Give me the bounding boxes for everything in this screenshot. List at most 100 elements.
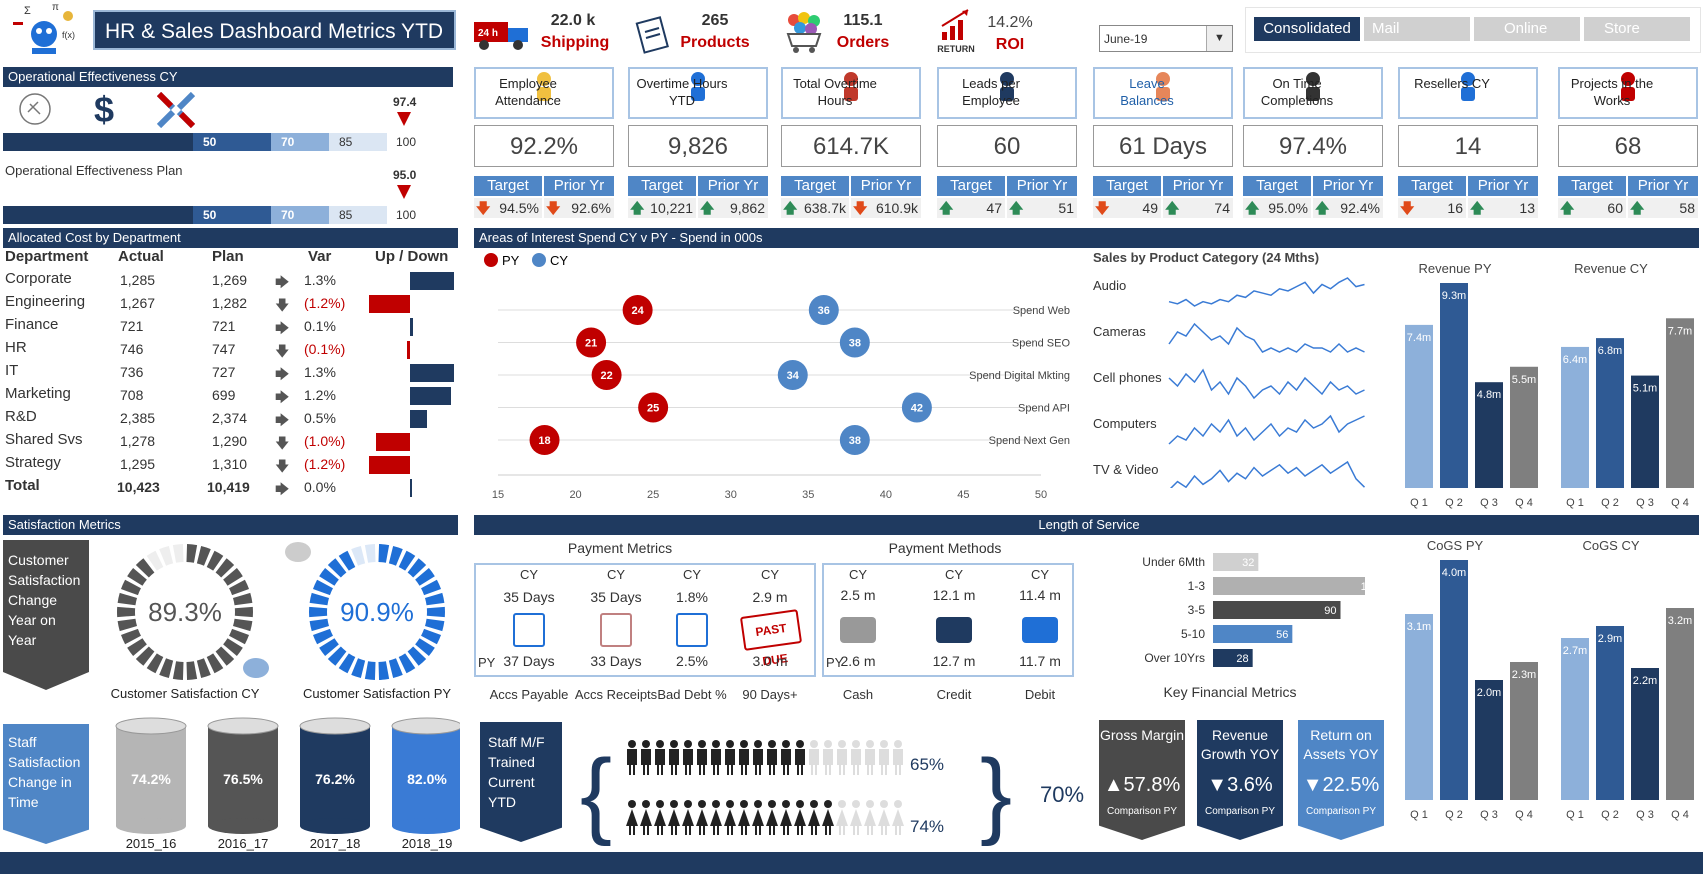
sales-sparkline xyxy=(1169,278,1365,306)
arrow-down-icon: 🡇 xyxy=(476,198,490,218)
person-leg xyxy=(731,825,733,835)
cylinder-year: 2016_17 xyxy=(218,836,269,851)
chevron-down-icon[interactable]: ▼ xyxy=(1206,26,1232,51)
alloc-dept: Shared Svs xyxy=(5,431,83,448)
alloc-plan: 727 xyxy=(212,364,235,380)
person-head xyxy=(810,800,818,808)
arrow-down-icon: 🡇 xyxy=(853,198,867,218)
donut-segment xyxy=(235,607,253,617)
person-leg xyxy=(871,825,873,835)
col-xtick: Q 1 xyxy=(1410,497,1428,509)
target-value: 🡅 638.7k xyxy=(781,198,849,218)
alloc-bar-pos xyxy=(410,272,454,290)
col-bar xyxy=(1666,608,1694,800)
person-leg xyxy=(741,825,743,835)
payment-py-value: 3.0 m xyxy=(730,653,810,669)
target-value-text: 10,221 xyxy=(650,198,693,218)
donut-segment xyxy=(309,607,327,617)
alloc-bar-total xyxy=(410,479,412,497)
col-bar-label: 5.5m xyxy=(1512,374,1536,386)
kfm-sub: Comparison PY xyxy=(1197,806,1283,817)
person-leg xyxy=(825,765,827,775)
target-label: Target xyxy=(628,176,696,196)
staff-trained-label: Staff M/F Trained Current YTD xyxy=(480,722,562,842)
kfm-sub: Comparison PY xyxy=(1099,806,1185,817)
arrow-up-icon: 🡅 xyxy=(1009,198,1023,218)
person-body xyxy=(654,809,666,826)
arrow-right-icon: 🡆 xyxy=(275,318,289,342)
products-value: 265 xyxy=(680,12,750,30)
tab-online[interactable]: Online xyxy=(1474,17,1580,41)
person-leg xyxy=(755,765,757,775)
los-label: 3-5 xyxy=(1188,603,1206,617)
col-bar-label: 2.7m xyxy=(1563,645,1587,657)
prior-value: 🡇 610.9k xyxy=(851,198,921,218)
person-leg xyxy=(811,765,813,775)
month-dropdown[interactable]: June-19 ▼ xyxy=(1099,25,1233,52)
payment-metrics-title: Payment Metrics xyxy=(474,540,766,556)
alloc-title: Allocated Cost by Department xyxy=(3,228,458,248)
bullet-band-85: 85 xyxy=(329,133,387,151)
tab-mail[interactable]: Mail xyxy=(1364,17,1470,41)
kfm-title: Gross Margin xyxy=(1099,726,1185,745)
satisfaction-donuts: 89.3% Customer Satisfaction CY 90.9% Custom… xyxy=(100,530,460,700)
kpi-card-title: Leads per Employee xyxy=(945,75,1037,109)
cylinder-bottom xyxy=(392,818,460,834)
areas-xtick: 30 xyxy=(725,489,737,501)
prior-value: 🡇 92.6% xyxy=(544,198,614,218)
payment-cy-value: 35 Days xyxy=(489,589,569,605)
col-bar-label: 3.2m xyxy=(1668,615,1692,627)
los-value: 120 xyxy=(1361,581,1365,593)
person-leg xyxy=(815,825,817,835)
person-leg xyxy=(633,825,635,835)
legend-py-label: PY xyxy=(502,253,520,268)
kpi-card-title: Leave Balances xyxy=(1101,75,1193,109)
arrow-down-icon: 🡇 xyxy=(275,341,289,365)
person-body xyxy=(794,809,806,826)
shipping-truck-icon: 24 h xyxy=(474,18,532,52)
col-bar xyxy=(1561,347,1589,488)
payment-metric-label: Accs Payable xyxy=(484,687,574,702)
payment-py-value: 33 Days xyxy=(576,653,656,669)
person-body xyxy=(725,749,735,765)
kpi-card-title: Resellers CY xyxy=(1406,75,1498,92)
areas-row-label: Spend Digital Mkting xyxy=(969,370,1070,382)
donut-segment xyxy=(186,544,197,563)
person-leg xyxy=(881,825,883,835)
bullet-band-50: 50 xyxy=(193,133,271,151)
donut-value: 90.9% xyxy=(340,597,414,627)
col-bar xyxy=(1596,338,1624,488)
areas-cy-value: 34 xyxy=(787,370,800,382)
person-leg xyxy=(773,765,775,775)
alloc-actual: 1,278 xyxy=(120,433,155,449)
areas-xtick: 15 xyxy=(492,489,504,501)
alloc-total-label: Total xyxy=(5,477,40,494)
col-bar-label: 7.7m xyxy=(1668,325,1692,337)
person-head xyxy=(684,740,692,748)
alloc-var: (1.2%) xyxy=(304,456,345,472)
svg-text:π: π xyxy=(52,2,59,13)
person-leg xyxy=(713,765,715,775)
payment-cy-value: 1.8% xyxy=(652,589,732,605)
los-bar xyxy=(1213,601,1341,619)
kfm-value: ▼3.6% xyxy=(1197,774,1283,797)
arrow-right-icon: 🡆 xyxy=(275,272,289,296)
donut-segment xyxy=(233,619,252,631)
cogs-charts: CoGS PY3.1mQ 14.0mQ 22.0mQ 32.3mQ 4CoGS … xyxy=(1395,532,1700,850)
donut-segment xyxy=(197,546,211,566)
sales-sparkline xyxy=(1169,462,1365,488)
cart-icon xyxy=(784,10,824,54)
tab-store[interactable]: Store xyxy=(1584,17,1690,41)
person-leg xyxy=(899,765,901,775)
alloc-var: (1.2%) xyxy=(304,295,345,311)
person-leg xyxy=(801,765,803,775)
person-head xyxy=(628,800,636,808)
prior-value: 🡅 51 xyxy=(1007,198,1077,218)
donut-segment xyxy=(159,658,173,678)
tab-consolidated[interactable]: Consolidated xyxy=(1254,17,1360,41)
person-head xyxy=(656,800,664,808)
target-label: Target xyxy=(474,176,542,196)
target-value-text: 47 xyxy=(986,198,1002,218)
person-head xyxy=(754,740,762,748)
los-bar xyxy=(1213,577,1365,595)
